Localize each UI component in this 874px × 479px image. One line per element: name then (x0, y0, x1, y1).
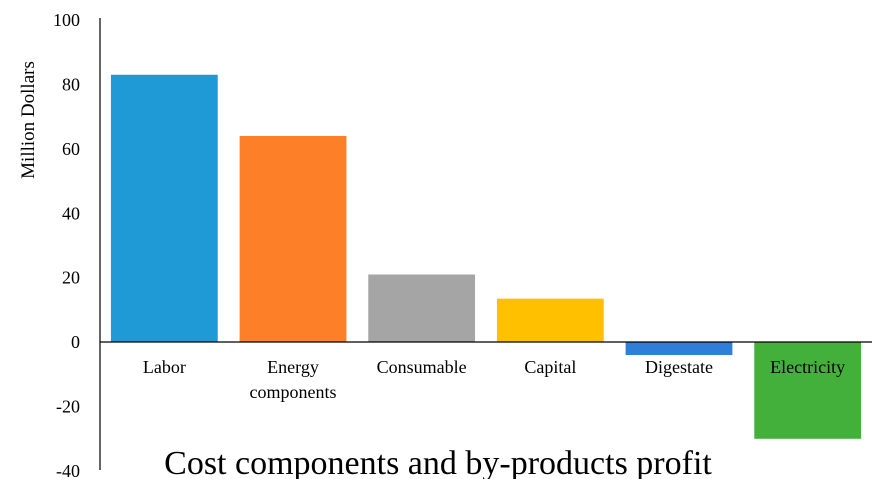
category-labels: Labor Energy components Consumable Capital Di… (143, 357, 845, 402)
y-tick-label: 60 (62, 139, 80, 159)
bar-digestate (625, 342, 733, 356)
y-tick-label: 20 (62, 268, 80, 288)
category-label: Energy (267, 357, 319, 377)
y-tick-label: 0 (71, 332, 80, 352)
category-label: Electricity (770, 357, 845, 377)
chart-title: Cost components and by-products profit (164, 445, 712, 479)
bar-labor (110, 74, 218, 343)
category-label: Labor (143, 357, 186, 377)
y-tick-label: 100 (53, 10, 80, 30)
y-tick-label: -20 (56, 397, 80, 417)
y-tick-labels: 100 80 60 40 20 0 -20 -40 (53, 10, 80, 479)
y-tick-label: -40 (56, 461, 80, 479)
bar-energy-components (239, 135, 347, 343)
category-label: Consumable (377, 357, 467, 377)
category-label: components (250, 382, 337, 402)
y-tick-label: 40 (62, 203, 80, 223)
category-label: Capital (524, 357, 576, 377)
category-label: Digestate (645, 357, 713, 377)
bar-capital (496, 298, 604, 343)
bar-consumable (368, 274, 476, 343)
y-tick-label: 80 (62, 74, 80, 94)
bars (110, 74, 862, 439)
y-axis-label: Million Dollars (18, 61, 39, 179)
bar-electricity (754, 342, 862, 439)
